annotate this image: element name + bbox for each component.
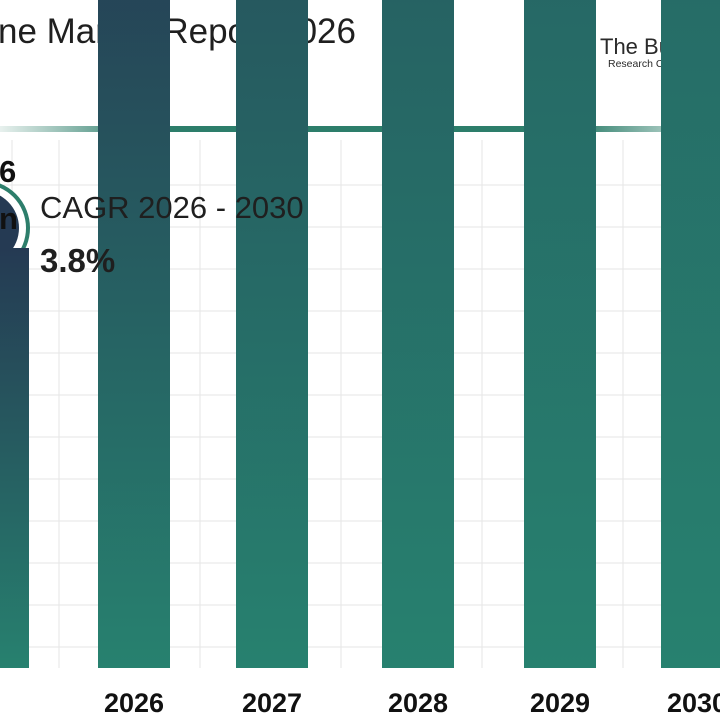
bar-2027 bbox=[236, 0, 308, 668]
bar-2029 bbox=[524, 0, 596, 668]
bars-group bbox=[0, 0, 720, 668]
x-tick-label: 2027 bbox=[242, 688, 302, 718]
header-divider bbox=[0, 126, 720, 132]
data-label: 16 bbox=[0, 154, 16, 189]
x-tick-label: 2028 bbox=[388, 688, 448, 718]
bar-2030 bbox=[661, 0, 720, 668]
x-tick-label: 2030 bbox=[667, 688, 720, 718]
bar-2026 bbox=[98, 0, 170, 668]
cagr-value: 3.8% bbox=[40, 242, 116, 279]
x-tick-label: 5 bbox=[0, 688, 1, 718]
bar-2025 bbox=[0, 248, 29, 668]
x-tick-label: 2026 bbox=[104, 688, 164, 718]
x-tick-label: 2029 bbox=[530, 688, 590, 718]
bar-2028 bbox=[382, 0, 454, 668]
cagr-label: CAGR 2026 - 2030 bbox=[40, 190, 304, 225]
data-label: on bbox=[0, 201, 18, 236]
